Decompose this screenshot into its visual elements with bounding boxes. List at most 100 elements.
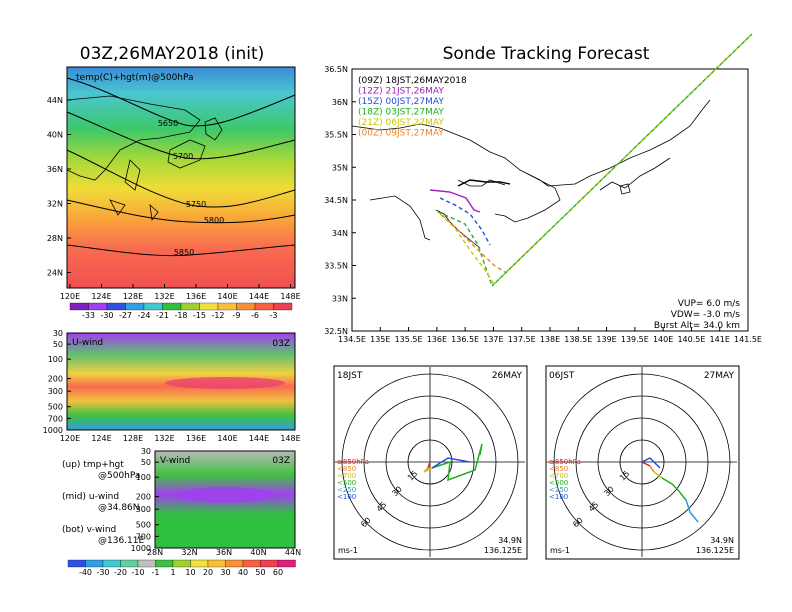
vwind-p-tick-label: 200 (136, 493, 151, 502)
track-yticks: 36.5N 36N 35.5N 35N 34.5N 34N 33.5N 33N 32.5N (324, 65, 356, 336)
wind-colorbar-tick-label: -20 (114, 568, 127, 577)
hodo-trace (641, 461, 651, 467)
trajectories (429, 179, 511, 287)
uwind-lon-tick-label: 128E (123, 434, 143, 443)
wind-colorbar-swatch (260, 559, 279, 568)
legend-mid-1: (mid) u-wind (62, 492, 119, 502)
legend-bot-2: @136.11E (98, 536, 144, 546)
temp-colorbar: -33 -30 -27 -24 -21 -18 -15 -12 -9 -6 -3 (69, 302, 293, 320)
track-legend-entry: (09Z) 18JST,26MAY2018 (358, 76, 467, 86)
map-lat-tick-label: 40N (47, 131, 63, 140)
map-lat-tick-label: 32N (47, 200, 63, 209)
colorbar-tick-label: -15 (193, 311, 206, 320)
colorbar-swatch (88, 302, 108, 311)
wind-colorbar-swatch (277, 559, 296, 568)
hodo-level-label: <500 (549, 479, 568, 487)
colorbar-tick-label: -21 (156, 311, 169, 320)
map-lon-tick-label: 132E (154, 292, 174, 301)
vwind-lat-tick-label: 36N (216, 548, 232, 557)
track-xtick-label: 136E (427, 335, 447, 344)
wind-colorbar-tick-label: -40 (79, 568, 92, 577)
colorbar-swatch (69, 302, 89, 311)
track-xtick-label: 134.5E (338, 335, 366, 344)
uwind-p-tick-label: 30 (53, 329, 63, 338)
track-xtick-label: 141.5E (734, 335, 762, 344)
wind-colorbar-swatch (102, 559, 121, 568)
vwind-p-tick-label: 100 (136, 473, 151, 482)
track-xtick-label: 140E (653, 335, 673, 344)
wind-colorbar-swatch (225, 559, 244, 568)
wind-colorbar-tick-label: -10 (131, 568, 144, 577)
wind-colorbar-swatch (207, 559, 226, 568)
wind-colorbar-tick-label: 30 (220, 568, 230, 577)
hodo-right-time: 06JST (549, 371, 575, 381)
track-xtick-label: 138.5E (564, 335, 592, 344)
track-xtick-label: 140.5E (677, 335, 705, 344)
wind-colorbar-tick-label: -30 (96, 568, 109, 577)
legend-up-2: @500hPa (98, 471, 140, 481)
track-xtick-label: 135E (370, 335, 390, 344)
wind-colorbar-swatch (242, 559, 261, 568)
hodo-right-date: 27MAY (704, 371, 735, 381)
hodo-level-label: <850 (337, 465, 356, 473)
track-ytick-label: 35N (332, 163, 348, 172)
map-lat-tick-label: 24N (47, 269, 63, 278)
colorbar-swatch (143, 302, 163, 311)
contour-5850 (66, 244, 296, 257)
track-ytick-label: 34N (332, 229, 348, 238)
left-title: 03Z,26MAY2018 (init) (80, 44, 265, 64)
colorbar-tick-label: -3 (270, 311, 278, 320)
wind-colorbar: -40 -30 -20 -10 -1 1 10 20 30 40 50 60 (67, 559, 296, 577)
colorbar-tick-label: -33 (82, 311, 95, 320)
hodo-level-label: <250 (337, 486, 356, 494)
colorbar-tick-label: -12 (211, 311, 224, 320)
vwind-p-tick-label: 50 (141, 458, 151, 467)
map-lat-ticks: 44N 40N 36N 32N 28N 24N (47, 96, 71, 278)
vwind-p-ticks: 30 50 100 200 300 500 700 1000 (131, 447, 159, 553)
vwind-label: V-wind (160, 456, 190, 466)
hodo-trace (649, 465, 655, 473)
map-lon-ticks: 120E 124E 128E 132E 136E 140E 144E 148E (60, 284, 301, 301)
hodo-level-label: ≥850hPa (337, 458, 369, 466)
wind-colorbar-tick-label: 20 (203, 568, 213, 577)
uwind-jet-core (165, 377, 285, 389)
vwind-p-tick-label: 500 (136, 521, 151, 530)
uwind-p-tick-label: 300 (48, 387, 63, 396)
colorbar-swatch (254, 302, 274, 311)
map-panel: temp(C)+hgt(m)@500hPa 5650 5700 5750 5800 58… (47, 66, 301, 320)
contour-5650 (66, 77, 296, 127)
track-xtick-label: 135.5E (395, 335, 423, 344)
hodo-right-lon: 136.125E (696, 546, 734, 555)
uwind-lon-tick-label: 136E (186, 434, 206, 443)
legend-up-1: (up) tmp+hgt (62, 460, 124, 470)
colorbar-swatch (217, 302, 237, 311)
hodo-level-label: <700 (549, 472, 568, 480)
contour-5800 (66, 199, 296, 224)
track-ytick-label: 35.5N (324, 131, 348, 140)
uwind-p-tick-label: 700 (48, 414, 63, 423)
map-lon-tick-label: 148E (280, 292, 300, 301)
uwind-frame (66, 332, 296, 431)
uwind-time: 03Z (272, 339, 290, 349)
hodo-level-label: <100 (337, 493, 356, 501)
wind-colorbar-swatch (172, 559, 191, 568)
trajectory-line (441, 214, 506, 273)
map-lon-tick-label: 136E (186, 292, 206, 301)
trajectory-line (457, 179, 511, 187)
track-legend-entry: (18Z) 03JST,27MAY (358, 108, 444, 118)
hodograph-right: 06JST 27MAY ms-1 34.9N 136.125E 15304560… (545, 365, 740, 560)
hodo-trace (685, 499, 699, 523)
hodo-trace (661, 477, 687, 501)
map-lat-tick-label: 36N (47, 165, 63, 174)
vup-text: VUP= 6.0 m/s (678, 299, 741, 309)
track-ytick-label: 36N (332, 98, 348, 107)
uwind-label: U-wind (72, 338, 103, 348)
hodo-left-date: 26MAY (492, 371, 523, 381)
hodo-right-unit: ms-1 (550, 546, 570, 555)
contour-labels: 5650 5700 5750 5800 5850 (158, 119, 224, 257)
vwind-purple-core (175, 487, 275, 503)
hodo-level-label: <700 (337, 472, 356, 480)
contour-5750 (66, 149, 296, 208)
wind-colorbar-swatch (67, 559, 86, 568)
